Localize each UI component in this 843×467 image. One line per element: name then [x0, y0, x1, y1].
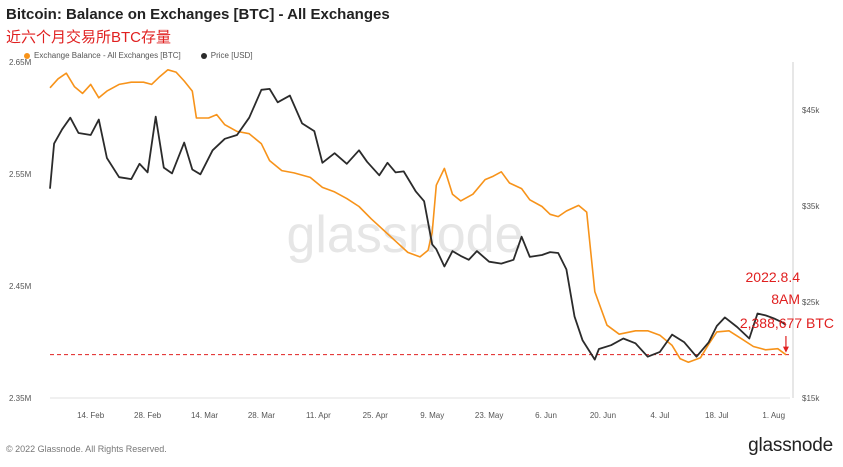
x-tick-label: 14. Mar — [191, 411, 218, 420]
y-left-tick-label: 2.55M — [9, 170, 32, 179]
y-left-tick-label: 2.65M — [9, 58, 32, 67]
x-tick-label: 11. Apr — [306, 411, 331, 420]
watermark-text: glassnode — [286, 206, 523, 264]
callout-value: 2,388,677 BTC — [740, 315, 834, 331]
x-tick-label: 20. Jun — [590, 411, 616, 420]
x-tick-label: 25. Apr — [363, 411, 389, 420]
y-left-tick-label: 2.45M — [9, 282, 32, 291]
y-right-tick-label: $35k — [802, 202, 820, 211]
legend: Exchange Balance - All Exchanges [BTC] P… — [24, 51, 253, 60]
x-tick-label: 4. Jul — [650, 411, 669, 420]
callout-date: 2022.8.4 — [746, 269, 801, 285]
callout-arrow-icon — [782, 346, 789, 353]
x-tick-label: 9. May — [420, 411, 444, 420]
x-tick-label: 1. Aug — [762, 411, 785, 420]
y-left-tick-label: 2.35M — [9, 394, 32, 403]
series-line-balance — [49, 69, 787, 363]
legend-label-balance: Exchange Balance - All Exchanges [BTC] — [34, 51, 181, 60]
copyright-text: © 2022 Glassnode. All Rights Reserved. — [6, 444, 167, 454]
chart-title: Bitcoin: Balance on Exchanges [BTC] - Al… — [6, 6, 390, 23]
x-tick-label: 6. Jun — [535, 411, 557, 420]
legend-label-price: Price [USD] — [210, 51, 253, 60]
y-right-tick-label: $45k — [802, 106, 820, 115]
annotation-heading: 近六个月交易所BTC存量 — [6, 29, 172, 46]
brand-logo: glassnode — [748, 435, 833, 456]
balance-swatch-icon — [24, 52, 30, 59]
series-line-price — [49, 88, 787, 361]
x-tick-label: 28. Feb — [134, 411, 162, 420]
x-tick-label: 14. Feb — [77, 411, 105, 420]
price-swatch-icon — [200, 52, 207, 59]
callout-time: 8AM — [771, 291, 800, 307]
x-tick-label: 23. May — [475, 411, 503, 420]
x-tick-label: 28. Mar — [248, 411, 275, 420]
x-tick-label: 18. Jul — [705, 411, 729, 420]
legend-item-price[interactable]: Price [USD] — [200, 51, 253, 60]
y-right-tick-label: $15k — [802, 394, 820, 403]
y-right-tick-label: $25k — [802, 298, 820, 307]
legend-item-balance[interactable]: Exchange Balance - All Exchanges [BTC] — [24, 51, 181, 60]
